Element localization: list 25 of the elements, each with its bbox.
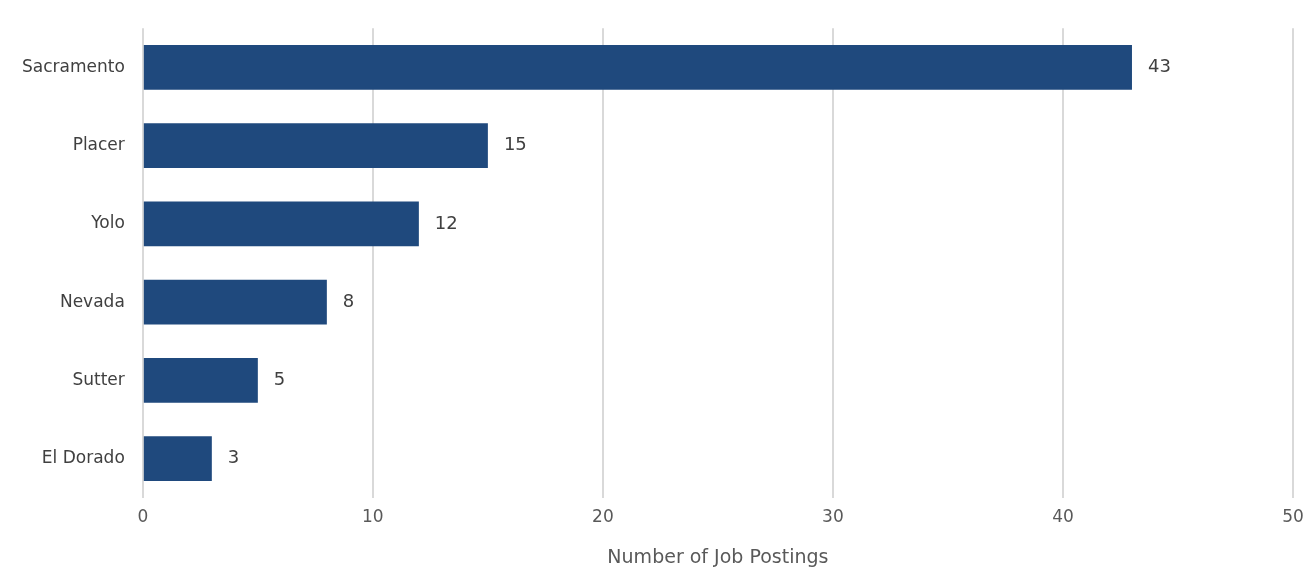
data-label: 3 (227, 446, 240, 468)
bar (143, 123, 488, 168)
x-tick-label: 30 (822, 506, 844, 527)
y-tick-label: Nevada (59, 290, 125, 311)
data-label: 12 (434, 211, 458, 233)
bar (143, 358, 258, 403)
data-label: 15 (503, 133, 527, 155)
x-tick-label: 40 (1052, 506, 1074, 527)
x-tick-label: 0 (137, 506, 149, 527)
bar (143, 201, 419, 247)
x-axis-title: Number of Job Postings (607, 544, 829, 567)
y-tick-label: Sacramento (21, 55, 125, 76)
x-tick-label: 20 (592, 506, 614, 527)
y-tick-label: Placer (72, 134, 125, 155)
data-label: 5 (273, 368, 286, 390)
data-label: 8 (342, 289, 355, 311)
bar (143, 45, 1132, 90)
x-tick-label: 50 (1282, 506, 1304, 527)
bar (143, 279, 327, 325)
bar (143, 436, 212, 481)
y-tick-label: Sutter (72, 368, 125, 389)
y-tick-label: El Dorado (41, 447, 125, 468)
data-label: 43 (1147, 55, 1171, 77)
x-tick-label: 10 (362, 506, 384, 527)
y-tick-label: Yolo (90, 212, 125, 233)
